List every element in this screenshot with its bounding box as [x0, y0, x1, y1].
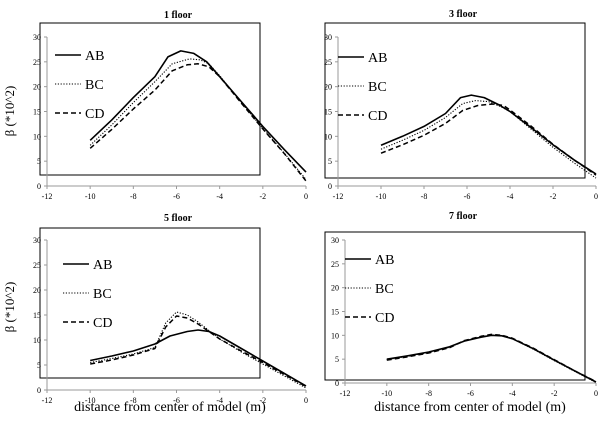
- legend-label-bc: BC: [375, 282, 394, 297]
- y-tick-label: 15: [33, 311, 41, 320]
- x-tick-label: -8: [421, 192, 428, 201]
- legend-label-bc: BC: [368, 80, 387, 95]
- x-tick-label: -4: [507, 192, 514, 201]
- y-tick-label: 15: [324, 108, 332, 117]
- y-tick-label: 30: [331, 236, 339, 245]
- x-tick-label: -2: [259, 396, 266, 405]
- y-tick-label: 5: [37, 157, 41, 166]
- x-tick-label: -4: [216, 396, 223, 405]
- legend-label-ab: AB: [85, 49, 104, 64]
- x-tick-label: -12: [340, 389, 351, 398]
- y-tick-label: 30: [324, 33, 332, 42]
- y-tick-label: 15: [331, 308, 339, 317]
- x-axis-label: distance from center of model (m): [374, 400, 566, 415]
- x-tick-label: 0: [304, 192, 308, 201]
- legend-label-bc: BC: [93, 287, 112, 302]
- series-line-bc: [380, 100, 597, 179]
- panel-title: 5 floor: [164, 213, 193, 224]
- y-tick-label: 20: [324, 83, 332, 92]
- y-tick-label: 20: [331, 284, 339, 293]
- x-tick-label: 0: [304, 396, 308, 405]
- y-tick-label: 0: [37, 182, 41, 191]
- x-tick-label: -8: [130, 192, 137, 201]
- x-axis-label: distance from center of model (m): [74, 400, 266, 415]
- x-tick-label: -2: [550, 192, 557, 201]
- legend-label-ab: AB: [368, 51, 387, 66]
- series-line-bc: [90, 311, 307, 389]
- x-tick-label: -4: [509, 389, 516, 398]
- series-line-cd: [386, 333, 597, 383]
- x-tick-label: -10: [381, 389, 392, 398]
- y-tick-label: 15: [33, 108, 41, 117]
- plot-frame: [324, 22, 586, 179]
- y-tick-label: 25: [33, 261, 41, 270]
- y-tick-label: 10: [324, 132, 332, 141]
- y-tick-label: 0: [37, 386, 41, 395]
- legend-label-bc: BC: [85, 78, 104, 93]
- x-tick-label: -12: [42, 192, 53, 201]
- series-line-ab: [89, 50, 307, 173]
- panel-1: 0 5 10 15 20 25 30 -12 -10 -8 -6 -4 -2 0 1 floor β (*10…: [2, 10, 308, 201]
- y-tick-label: 0: [328, 182, 332, 191]
- panel-3: 0 5 10 15 20 25 30 -12 -10 -8 -6 -4 -2 0 5 floor β (*10…: [2, 213, 308, 405]
- y-tick-label: 25: [331, 260, 339, 269]
- x-tick-label: -10: [85, 396, 96, 405]
- legend-label-cd: CD: [368, 109, 387, 124]
- y-tick-label: 10: [331, 331, 339, 340]
- x-tick-label: -8: [130, 396, 137, 405]
- legend-label-ab: AB: [93, 258, 112, 273]
- y-tick-label: 5: [37, 361, 41, 370]
- series-line-ab: [386, 334, 597, 383]
- panel-2: 0 5 10 15 20 25 30 -12 -10 -8 -6 -4 -2 0 3 floor AB BC CD: [324, 9, 598, 201]
- plot-frame: [39, 22, 261, 176]
- series-line-cd: [380, 103, 597, 176]
- x-tick-label: -12: [42, 396, 53, 405]
- x-tick-label: -4: [216, 192, 223, 201]
- x-tick-label: -10: [376, 192, 387, 201]
- x-tick-label: -6: [173, 192, 180, 201]
- y-tick-label: 30: [33, 33, 41, 42]
- x-tick-label: -6: [467, 389, 474, 398]
- y-tick-label: 5: [335, 355, 339, 364]
- x-tick-label: -12: [333, 192, 344, 201]
- panel-title: 3 floor: [449, 9, 478, 20]
- y-tick-label: 20: [33, 286, 41, 295]
- panel-4: 0 5 10 15 20 25 30 -12 -10 -8 -6 -4 -2 0 7 floor AB BC CD: [324, 211, 598, 398]
- series-line-ab: [380, 94, 597, 175]
- x-tick-label: -6: [173, 396, 180, 405]
- y-tick-label: 0: [335, 379, 339, 388]
- y-tick-label: 20: [33, 83, 41, 92]
- y-tick-label: 5: [328, 157, 332, 166]
- y-tick-label: 25: [324, 58, 332, 67]
- x-tick-label: -2: [551, 389, 558, 398]
- y-tick-label: 10: [33, 336, 41, 345]
- series-line-cd: [89, 63, 307, 182]
- legend-label-cd: CD: [85, 107, 104, 122]
- x-tick-label: 0: [594, 192, 598, 201]
- x-tick-label: -2: [259, 192, 266, 201]
- panel-title: 7 floor: [449, 211, 478, 222]
- y-axis-label: β (*10^2): [2, 282, 17, 333]
- series-line-ab: [90, 329, 307, 387]
- y-tick-label: 25: [33, 58, 41, 67]
- panel-title: 1 floor: [164, 10, 193, 21]
- y-axis-label: β (*10^2): [2, 86, 17, 137]
- plot-frame: [39, 227, 261, 379]
- x-tick-label: -6: [464, 192, 471, 201]
- legend-label-cd: CD: [93, 316, 112, 331]
- series-line-bc: [386, 334, 597, 383]
- y-tick-label: 10: [33, 132, 41, 141]
- series-line-cd: [90, 315, 307, 388]
- legend-label-cd: CD: [375, 311, 394, 326]
- plot-frame: [324, 231, 586, 381]
- y-tick-label: 30: [33, 236, 41, 245]
- x-tick-label: -10: [85, 192, 96, 201]
- x-tick-label: -8: [425, 389, 432, 398]
- legend-label-ab: AB: [375, 253, 394, 268]
- x-tick-label: 0: [594, 389, 598, 398]
